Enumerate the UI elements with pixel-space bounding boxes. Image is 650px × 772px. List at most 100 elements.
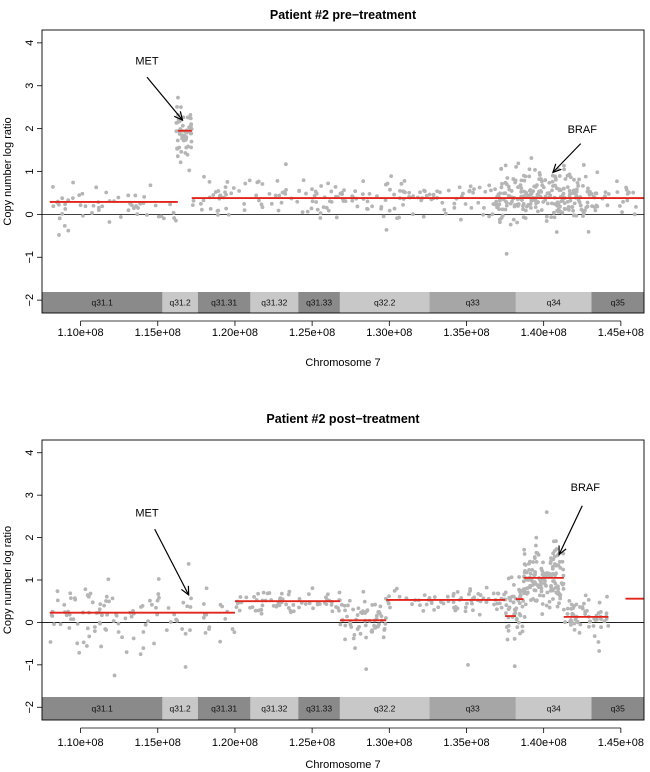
data-point (596, 640, 601, 644)
x-tick-label: 1.25e+08 (289, 327, 335, 339)
data-point (55, 598, 60, 603)
data-point (457, 185, 462, 190)
data-point (571, 213, 576, 218)
data-point (550, 173, 555, 178)
data-point (617, 204, 622, 208)
data-point (80, 191, 85, 196)
data-point (188, 605, 193, 609)
band-q31.32 (250, 697, 299, 720)
data-point (345, 614, 349, 619)
data-point (461, 191, 465, 196)
data-point (385, 181, 390, 186)
data-point (180, 123, 185, 128)
data-point (503, 163, 508, 168)
data-point (568, 198, 573, 203)
data-point (528, 559, 532, 564)
data-point (310, 187, 314, 192)
data-point (558, 565, 563, 570)
data-point (540, 612, 545, 616)
data-point (161, 216, 166, 221)
data-point (286, 606, 291, 610)
data-point (126, 208, 131, 213)
data-point (231, 186, 236, 190)
data-point (136, 206, 140, 210)
band-label: q31.1 (92, 704, 114, 714)
data-point (445, 594, 450, 599)
data-point (353, 189, 358, 194)
data-point (604, 611, 609, 616)
data-point (387, 208, 392, 213)
data-point (520, 624, 525, 629)
data-point (310, 586, 315, 591)
data-point (60, 196, 65, 201)
data-point (595, 170, 600, 175)
data-point (88, 591, 93, 596)
band-label: q31.2 (170, 704, 192, 714)
band-q32.2 (339, 697, 430, 720)
data-point (554, 547, 559, 551)
data-point (326, 181, 331, 186)
data-point (575, 620, 580, 625)
data-point (561, 186, 566, 191)
data-point (521, 207, 525, 212)
data-point (463, 202, 468, 206)
data-point (571, 188, 576, 193)
chromosome-bands: q31.1 q31.2 q31.31 q31.32 q31.33 q32.2 q33 q34 q… (42, 292, 644, 313)
data-point (481, 212, 486, 217)
data-point (353, 646, 357, 650)
data-point (175, 146, 179, 151)
data-point (586, 229, 591, 234)
data-point (118, 215, 123, 219)
gene-label-braf: BRAF (568, 124, 598, 136)
data-point (340, 192, 345, 197)
data-point (250, 605, 255, 610)
data-point (527, 568, 532, 572)
band-label: q33 (466, 298, 480, 308)
data-point (96, 208, 101, 213)
data-point (375, 624, 380, 629)
data-point (533, 543, 538, 548)
data-point (593, 191, 598, 196)
band-q31.31 (197, 292, 251, 313)
data-point (361, 179, 366, 184)
data-point (516, 620, 521, 625)
data-point (555, 203, 560, 208)
data-point (506, 193, 511, 198)
data-point (508, 201, 513, 206)
data-point (632, 212, 637, 217)
data-point (183, 631, 188, 636)
data-point (114, 613, 119, 618)
data-point (522, 178, 527, 183)
data-point (504, 251, 509, 256)
data-point (98, 621, 102, 626)
data-point (260, 182, 265, 186)
data-point (551, 587, 555, 592)
data-point (558, 204, 562, 209)
data-point (297, 189, 302, 193)
data-point (563, 177, 568, 181)
data-point (538, 579, 543, 584)
y-tick-label: 1 (24, 577, 36, 583)
data-point (276, 208, 281, 213)
data-point (574, 187, 579, 192)
data-point (572, 621, 577, 626)
data-point (156, 577, 161, 581)
data-point (175, 154, 180, 159)
data-point (343, 637, 347, 642)
data-point (180, 133, 184, 138)
data-point (557, 559, 562, 564)
data-point (568, 622, 573, 627)
data-point (590, 204, 594, 209)
data-point (295, 199, 300, 204)
data-point (504, 603, 509, 608)
data-point (180, 627, 185, 631)
data-point (500, 181, 504, 186)
data-point (311, 606, 315, 611)
data-point (174, 129, 179, 134)
data-point (547, 605, 552, 610)
data-point (232, 630, 237, 635)
data-point (99, 644, 103, 649)
data-point (370, 628, 375, 633)
data-point (318, 211, 323, 216)
